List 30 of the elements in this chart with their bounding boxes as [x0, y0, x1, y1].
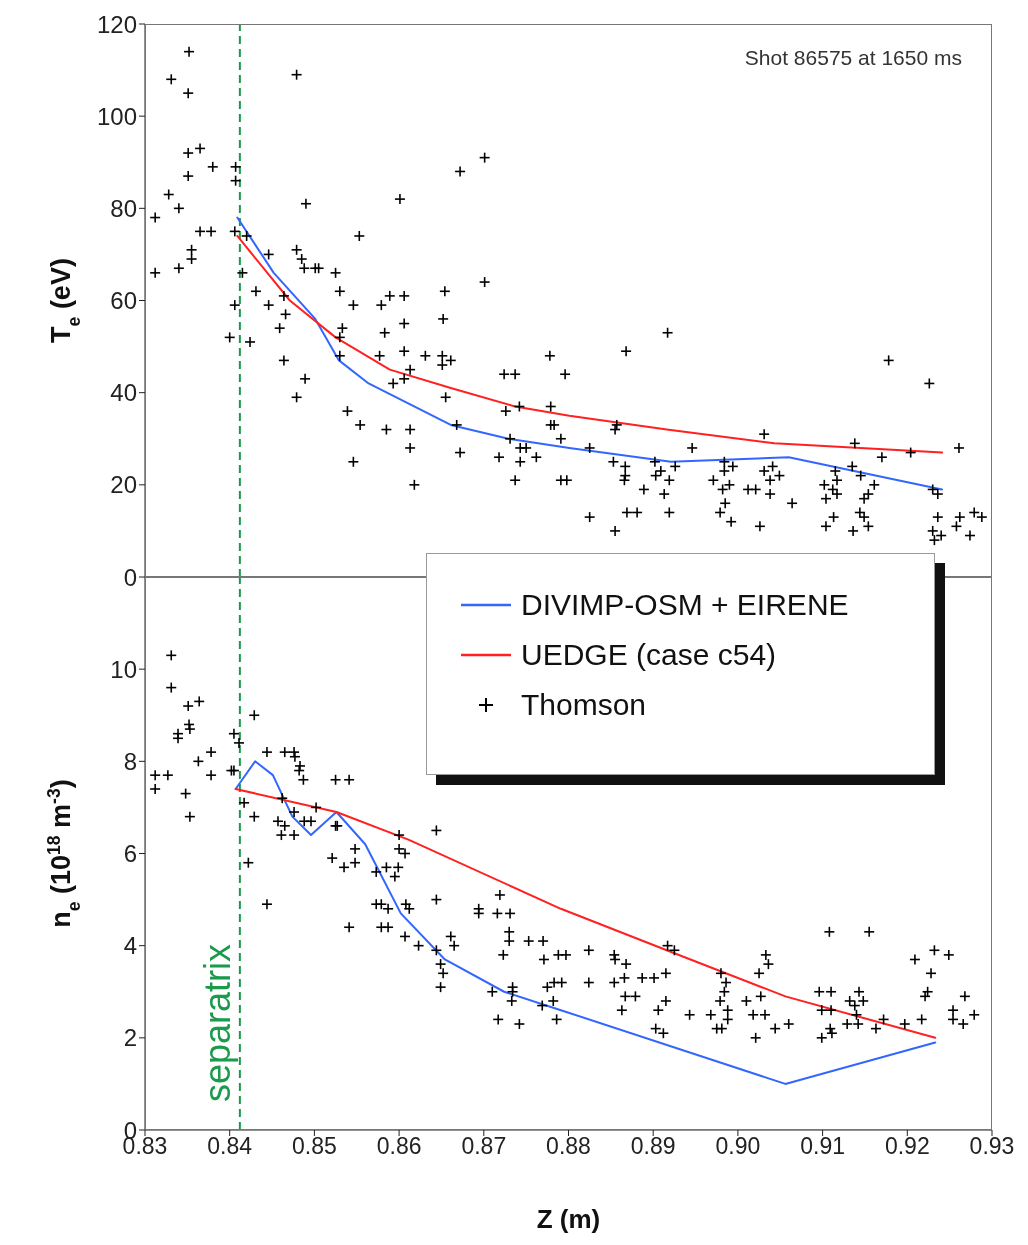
x-tick-label: 0.91 [800, 1133, 845, 1160]
x-axis-title: Z (m) [536, 1204, 601, 1234]
ref-line-label: separatrix [196, 943, 238, 1102]
legend-label: DIVIMP-OSM + EIRENE [521, 588, 849, 622]
y-tick-label: 8 [123, 747, 137, 775]
x-tick-label: 0.92 [884, 1133, 930, 1160]
y-tick-label: 60 [110, 287, 137, 315]
y-tick-label: 120 [96, 10, 137, 38]
legend-label: UEDGE (case c54) [521, 638, 777, 672]
y-tick-label: 0 [123, 563, 137, 591]
y-tick-label: 20 [110, 471, 137, 499]
y-tick-label: 10 [110, 655, 137, 683]
y-tick-label: 100 [96, 102, 137, 130]
x-tick-label: 0.86 [376, 1133, 422, 1160]
x-tick-label: 0.87 [461, 1133, 507, 1160]
y-tick-label: 80 [110, 194, 137, 222]
y-tick-label: 4 [123, 932, 137, 960]
x-tick-label: 0.89 [630, 1133, 676, 1160]
x-tick-label: 0.90 [715, 1133, 761, 1160]
y-tick-label: 2 [123, 1024, 137, 1052]
y-tick-label: 6 [123, 840, 137, 868]
y-tick-label: 40 [110, 379, 137, 407]
line-series [236, 234, 944, 454]
x-tick-label: 0.88 [546, 1133, 591, 1160]
annotation: Shot 86575 at 1650 ms [744, 46, 962, 70]
legend-label: Thomson [521, 688, 647, 722]
line-series [236, 216, 944, 491]
x-tick-label: 0.84 [207, 1133, 253, 1160]
x-tick-label: 0.93 [969, 1133, 1015, 1160]
x-tick-label: 0.85 [292, 1133, 337, 1160]
